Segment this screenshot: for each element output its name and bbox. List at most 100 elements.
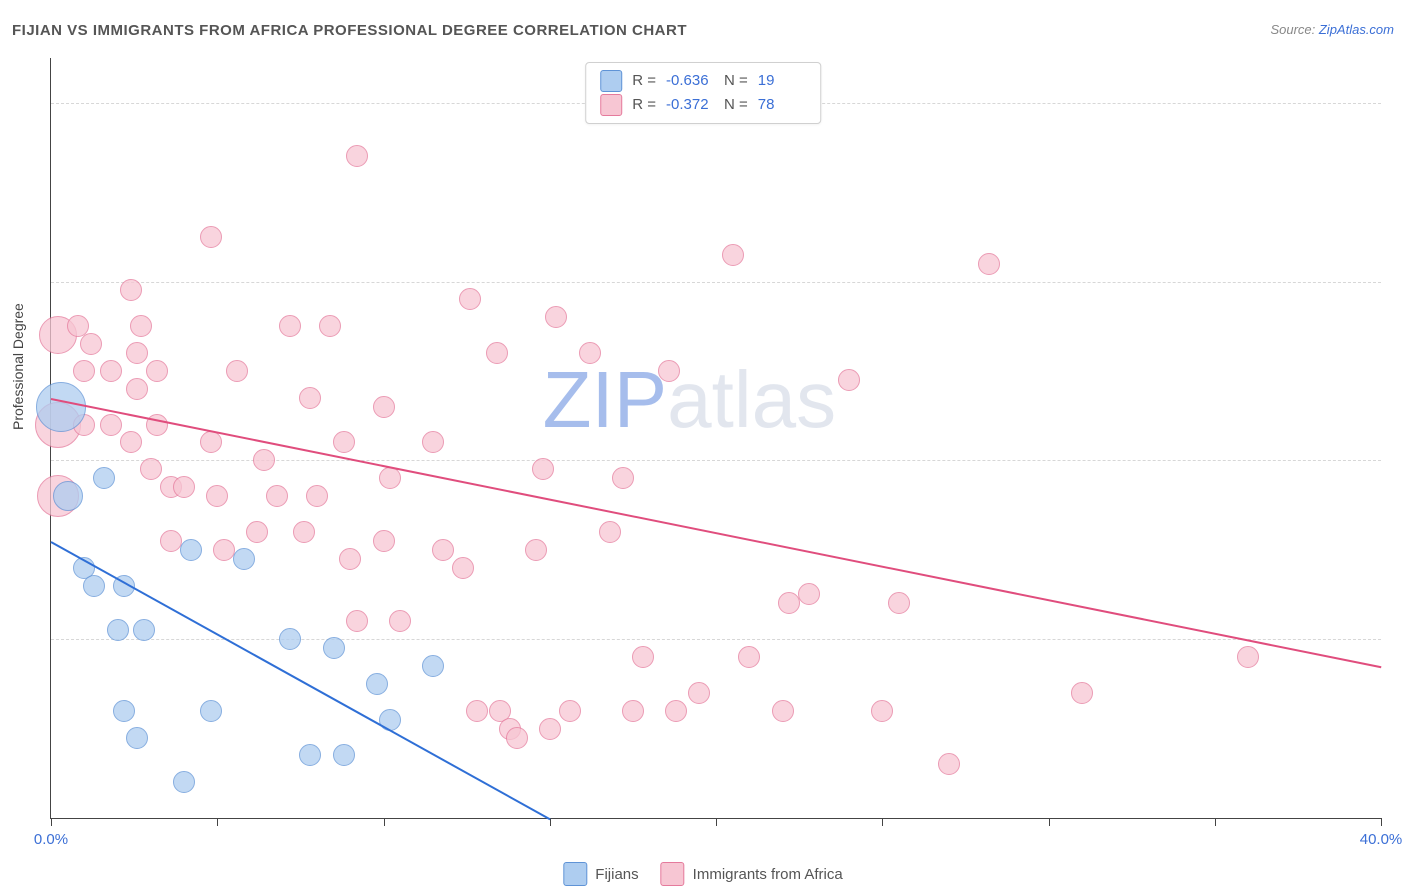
data-point-africa <box>339 548 361 570</box>
data-point-africa <box>798 583 820 605</box>
data-point-fijians <box>299 744 321 766</box>
data-point-fijians <box>422 655 444 677</box>
data-point-africa <box>319 315 341 337</box>
data-point-africa <box>978 253 1000 275</box>
data-point-fijians <box>200 700 222 722</box>
data-point-africa <box>379 467 401 489</box>
watermark-zip: ZIP <box>543 355 667 444</box>
data-point-fijians <box>53 481 83 511</box>
data-point-fijians <box>133 619 155 641</box>
data-point-africa <box>1071 682 1093 704</box>
data-point-africa <box>80 333 102 355</box>
data-point-fijians <box>279 628 301 650</box>
data-point-africa <box>738 646 760 668</box>
data-point-fijians <box>126 727 148 749</box>
data-point-africa <box>293 521 315 543</box>
data-point-africa <box>246 521 268 543</box>
data-point-africa <box>126 342 148 364</box>
data-point-fijians <box>333 744 355 766</box>
data-point-africa <box>100 360 122 382</box>
x-tick <box>217 818 218 826</box>
trend-line-fijians <box>51 541 551 820</box>
legend-label: Fijians <box>595 866 638 883</box>
stats-legend-box: R = -0.636 N = 19R = -0.372 N = 78 <box>585 62 821 124</box>
x-tick <box>384 818 385 826</box>
data-point-fijians <box>83 575 105 597</box>
data-point-africa <box>126 378 148 400</box>
r-label: R = <box>632 93 656 117</box>
data-point-africa <box>688 682 710 704</box>
stats-row-africa: R =-0.372N =78 <box>600 93 806 117</box>
data-point-africa <box>658 360 680 382</box>
data-point-africa <box>599 521 621 543</box>
x-tick <box>882 818 883 826</box>
data-point-africa <box>279 315 301 337</box>
data-point-africa <box>888 592 910 614</box>
swatch-africa <box>600 94 622 116</box>
data-point-africa <box>173 476 195 498</box>
data-point-africa <box>612 467 634 489</box>
r-value: -0.636 <box>666 69 714 93</box>
gridline-h <box>51 639 1381 640</box>
r-value: -0.372 <box>666 93 714 117</box>
data-point-africa <box>373 530 395 552</box>
data-point-africa <box>140 458 162 480</box>
n-label: N = <box>724 69 748 93</box>
data-point-africa <box>432 539 454 561</box>
data-point-africa <box>525 539 547 561</box>
gridline-h <box>51 282 1381 283</box>
bottom-legend: Fijians Immigrants from Africa <box>563 862 842 886</box>
data-point-africa <box>389 610 411 632</box>
watermark-atlas: atlas <box>667 355 836 444</box>
data-point-africa <box>333 431 355 453</box>
x-tick <box>716 818 717 826</box>
data-point-africa <box>622 700 644 722</box>
data-point-africa <box>772 700 794 722</box>
r-label: R = <box>632 69 656 93</box>
data-point-africa <box>579 342 601 364</box>
data-point-africa <box>306 485 328 507</box>
data-point-africa <box>226 360 248 382</box>
data-point-africa <box>373 396 395 418</box>
x-tick <box>550 818 551 826</box>
legend-swatch-fijians <box>563 862 587 886</box>
data-point-africa <box>253 449 275 471</box>
data-point-africa <box>200 226 222 248</box>
data-point-africa <box>559 700 581 722</box>
data-point-fijians <box>36 382 86 432</box>
data-point-africa <box>486 342 508 364</box>
data-point-africa <box>213 539 235 561</box>
n-value: 19 <box>758 69 806 93</box>
source-label: Source: <box>1270 22 1318 37</box>
data-point-fijians <box>113 700 135 722</box>
data-point-africa <box>452 557 474 579</box>
data-point-africa <box>838 369 860 391</box>
legend-swatch-africa <box>661 862 685 886</box>
stats-row-fijians: R = -0.636 N = 19 <box>600 69 806 93</box>
data-point-africa <box>100 414 122 436</box>
data-point-africa <box>346 610 368 632</box>
x-tick <box>1049 818 1050 826</box>
data-point-fijians <box>107 619 129 641</box>
x-tick-label: 40.0% <box>1360 831 1403 848</box>
data-point-africa <box>938 753 960 775</box>
data-point-africa <box>506 727 528 749</box>
data-point-africa <box>722 244 744 266</box>
n-value: 78 <box>758 93 806 117</box>
data-point-fijians <box>173 771 195 793</box>
legend-item-africa: Immigrants from Africa <box>661 862 843 886</box>
x-tick <box>1381 818 1382 826</box>
data-point-africa <box>778 592 800 614</box>
data-point-africa <box>146 414 168 436</box>
data-point-africa <box>266 485 288 507</box>
data-point-africa <box>871 700 893 722</box>
data-point-africa <box>73 360 95 382</box>
chart-title: FIJIAN VS IMMIGRANTS FROM AFRICA PROFESS… <box>12 22 687 39</box>
data-point-africa <box>459 288 481 310</box>
data-point-fijians <box>323 637 345 659</box>
watermark: ZIPatlas <box>543 354 836 446</box>
source-link[interactable]: ZipAtlas.com <box>1319 22 1394 37</box>
data-point-africa <box>1237 646 1259 668</box>
scatter-plot: ZIPatlas 2.0%4.0%6.0%8.0%0.0%40.0% <box>50 58 1381 819</box>
data-point-africa <box>532 458 554 480</box>
